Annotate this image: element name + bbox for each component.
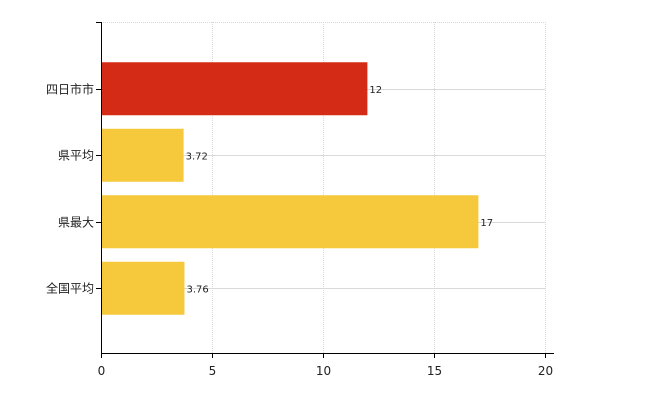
bar-value-label: 3.76 [186,284,208,295]
bar [101,62,368,116]
value-labels: 12 3.72 17 3.76 [186,85,494,296]
y-category-label: 全国平均 [46,281,94,296]
bar-value-label: 12 [369,85,382,96]
y-category-label: 県平均 [58,149,94,163]
bar [101,261,185,315]
y-category-label: 県最大 [58,216,94,230]
x-tick-label: 20 [538,364,553,378]
x-tick-label: 15 [427,364,442,378]
x-tick-label: 0 [98,364,106,378]
bar [101,195,479,249]
bar-value-label: 3.72 [186,151,208,162]
x-axis-ticks: 0 5 10 15 20 [98,353,553,378]
y-category-label: 四日市市 [46,82,94,97]
bar-value-label: 17 [480,218,493,229]
x-tick-label: 5 [209,364,217,378]
bars [101,62,479,315]
axes [101,22,554,354]
bar [101,128,184,182]
x-tick-label: 10 [316,364,331,378]
